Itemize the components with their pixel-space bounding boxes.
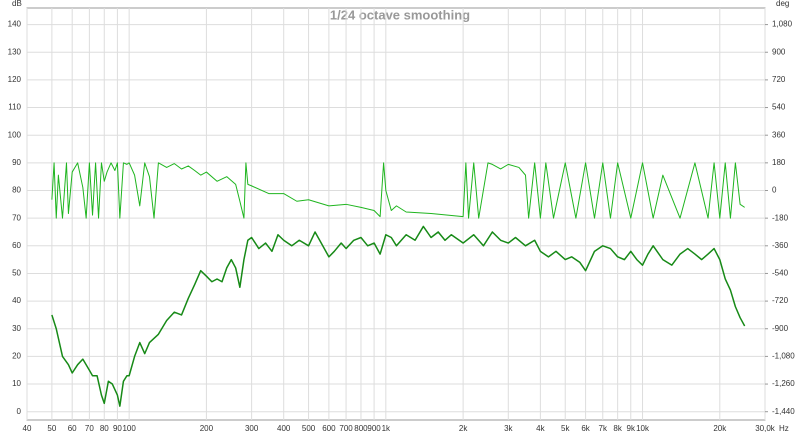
y-tick-label: 90 (12, 158, 21, 167)
y-tick-label: 80 (12, 186, 21, 195)
y-tick-label: 50 (12, 269, 21, 278)
x-tick-label: 50 (47, 424, 56, 433)
y2-axis-unit: deg (776, 0, 789, 8)
y2-tick-label: 0 (772, 186, 777, 195)
plot-area (26, 7, 766, 421)
x-tick-label: 80 (100, 424, 109, 433)
y-tick-label: 10 (12, 379, 21, 388)
y-tick-label: 60 (12, 241, 21, 250)
x-tick-label: 2k (459, 424, 468, 433)
x-tick-label: 20k (713, 424, 727, 433)
x-tick-label: 90 (113, 424, 122, 433)
y2-tick-label: 540 (772, 103, 786, 112)
x-tick-label: 6k (581, 424, 590, 433)
y2-tick-label: 900 (772, 47, 786, 56)
y-tick-label: 120 (8, 75, 22, 84)
x-tick-label: 9k (627, 424, 636, 433)
y-tick-label: 30 (12, 324, 21, 333)
x-tick-label: 200 (200, 424, 214, 433)
x-tick-label: 5k (561, 424, 570, 433)
y-tick-label: 130 (8, 47, 22, 56)
y2-tick-label: 720 (772, 75, 786, 84)
x-tick-label: 500 (302, 424, 316, 433)
y2-tick-label: -180 (772, 213, 789, 222)
x-tick-label: 900 (367, 424, 381, 433)
y2-tick-label: -1,260 (772, 379, 795, 388)
x-tick-label: 300 (245, 424, 259, 433)
y2-tick-label: 1,080 (772, 20, 793, 29)
x-tick-label: 8k (613, 424, 622, 433)
x-tick-label: 70 (85, 424, 94, 433)
phase-line (51, 162, 745, 219)
x-tick-label: 1k (382, 424, 391, 433)
x-tick-label: 60 (68, 424, 77, 433)
x-tick-label: 400 (277, 424, 291, 433)
x-tick-label: 700 (339, 424, 353, 433)
y-tick-label: 20 (12, 352, 21, 361)
chart-title: 1/24 octave smoothing (330, 7, 470, 22)
y-tick-label: 70 (12, 213, 21, 222)
x-tick-label: 40 (23, 424, 32, 433)
lines (51, 162, 746, 407)
y2-tick-label: -540 (772, 269, 789, 278)
y2-tick-label: -360 (772, 241, 789, 250)
x-tick-label: 600 (322, 424, 336, 433)
y-tick-label: 110 (8, 103, 21, 112)
x-tick-label: 3k (504, 424, 513, 433)
y2-tick-label: -900 (772, 324, 789, 333)
x-tick-label: 4k (536, 424, 545, 433)
y2-tick-label: 360 (772, 130, 786, 139)
magnitude-line (51, 225, 746, 407)
x-tick-label: 100 (122, 424, 136, 433)
y2-tick-label: -1,440 (772, 407, 795, 416)
x-axis-unit: Hz (779, 424, 789, 433)
x-tick-label: 10k (636, 424, 650, 433)
y2-tick-label: -1,080 (772, 352, 795, 361)
y2-tick-label: 180 (772, 158, 786, 167)
y-tick-label: 40 (12, 296, 21, 305)
x-tick-label: 7k (599, 424, 608, 433)
y-tick-label: 0 (17, 407, 22, 416)
x-tick-label: 800 (354, 424, 368, 433)
y-tick-label: 100 (8, 130, 22, 139)
x-tick-label: 30,0k (755, 424, 776, 433)
y-axis-unit: dB (12, 0, 22, 8)
y-tick-label: 140 (8, 20, 22, 29)
y2-tick-label: -720 (772, 296, 789, 305)
